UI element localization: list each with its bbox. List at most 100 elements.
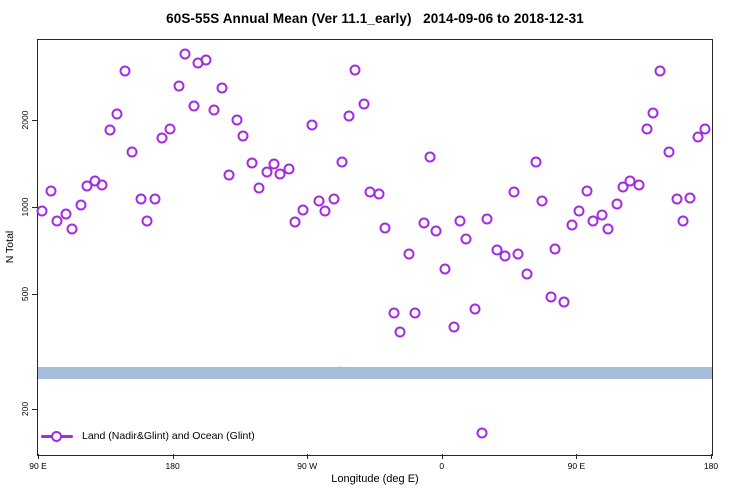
data-point	[394, 326, 406, 338]
data-point	[156, 132, 168, 144]
data-point	[530, 156, 542, 168]
x-axis-tick-label: 90 E	[567, 461, 586, 471]
legend-label: Land (Nadir&Glint) and Ocean (Glint)	[82, 430, 255, 442]
data-point	[200, 54, 211, 66]
data-point	[545, 291, 557, 303]
x-axis-tick-label: 90 W	[297, 461, 318, 471]
data-point	[119, 65, 131, 77]
data-point	[587, 215, 599, 227]
x-axis-tick	[307, 454, 309, 459]
data-point	[268, 158, 280, 170]
x-axis-tick-label: 90 E	[29, 461, 47, 471]
x-axis-tick	[441, 454, 443, 459]
data-point	[289, 216, 301, 228]
y-axis-tick-label: 2000	[20, 111, 30, 130]
data-point	[60, 208, 72, 220]
data-point	[349, 64, 361, 76]
data-point	[96, 179, 108, 191]
data-point	[549, 243, 561, 255]
y-axis-title: N Total	[4, 230, 16, 264]
data-point	[36, 205, 48, 217]
data-point	[135, 193, 147, 205]
data-point	[179, 48, 191, 60]
data-point	[647, 107, 659, 119]
data-point	[75, 199, 87, 211]
data-point	[164, 123, 176, 135]
data-point	[111, 108, 123, 120]
data-point	[104, 124, 116, 136]
data-point	[173, 80, 185, 92]
legend-marker	[41, 430, 73, 442]
data-point	[45, 185, 57, 197]
data-point	[141, 215, 153, 227]
x-axis-title: Longitude (deg E)	[331, 473, 419, 485]
data-point	[283, 163, 295, 175]
y-axis-tick	[31, 409, 37, 411]
legend: Land (Nadir&Glint) and Ocean (Glint)	[41, 430, 255, 442]
y-axis-tick-label: 1000	[20, 197, 30, 217]
data-point	[558, 296, 570, 308]
data-point	[274, 168, 286, 180]
data-point	[343, 110, 355, 122]
data-point	[328, 193, 340, 205]
data-point	[641, 123, 653, 135]
data-point	[439, 263, 451, 275]
data-point	[373, 188, 385, 200]
data-point	[231, 114, 243, 126]
x-axis-tick	[172, 454, 174, 459]
reference-band	[38, 366, 712, 380]
data-point	[246, 157, 258, 169]
data-point	[611, 198, 623, 210]
x-axis-tick	[711, 454, 712, 459]
x-axis-tick-label: 180	[165, 461, 180, 471]
data-point	[699, 123, 711, 135]
plot-area: Land (Nadir&Glint) and Ocean (Glint) 90 …	[20, 39, 718, 471]
data-point	[663, 146, 675, 158]
data-point	[596, 209, 608, 221]
data-point	[319, 205, 331, 217]
chart-title: 60S-55S Annual Mean (Ver 11.1_early) 201…	[166, 11, 584, 26]
data-point	[677, 215, 689, 227]
data-point	[536, 195, 548, 207]
data-point	[313, 195, 325, 207]
x-axis-tick-label: 180	[703, 461, 719, 471]
data-point	[633, 179, 645, 191]
data-point	[460, 233, 472, 245]
data-point	[573, 205, 585, 217]
data-point	[684, 192, 696, 204]
data-point	[448, 321, 460, 333]
data-point	[51, 215, 63, 227]
data-point	[654, 65, 666, 77]
data-point	[237, 130, 249, 142]
data-point	[306, 119, 318, 131]
y-axis-tick	[31, 120, 37, 122]
data-point	[602, 223, 614, 235]
data-point	[430, 225, 442, 237]
data-point	[216, 82, 228, 94]
x-axis-tick-label: 0	[439, 461, 445, 471]
data-point	[476, 427, 488, 439]
y-axis-tick-label: 200	[20, 402, 30, 417]
x-axis-tick	[38, 454, 39, 459]
data-point	[409, 307, 421, 319]
data-point	[454, 215, 466, 227]
y-axis-tick-label: 500	[20, 287, 30, 302]
data-point	[149, 193, 161, 205]
data-point	[418, 217, 430, 229]
data-point	[469, 303, 481, 315]
data-point	[499, 250, 511, 262]
data-point	[671, 193, 683, 205]
data-point	[126, 146, 138, 158]
data-point	[581, 185, 593, 197]
data-point	[336, 156, 348, 168]
y-axis-tick	[31, 294, 37, 296]
data-point	[253, 182, 265, 194]
data-point	[692, 131, 704, 143]
data-point	[424, 151, 436, 163]
data-point	[66, 223, 78, 235]
data-point	[521, 268, 533, 280]
data-point	[481, 213, 493, 225]
data-point	[223, 169, 235, 181]
data-point	[566, 219, 578, 231]
y-axis-tick	[31, 207, 37, 209]
